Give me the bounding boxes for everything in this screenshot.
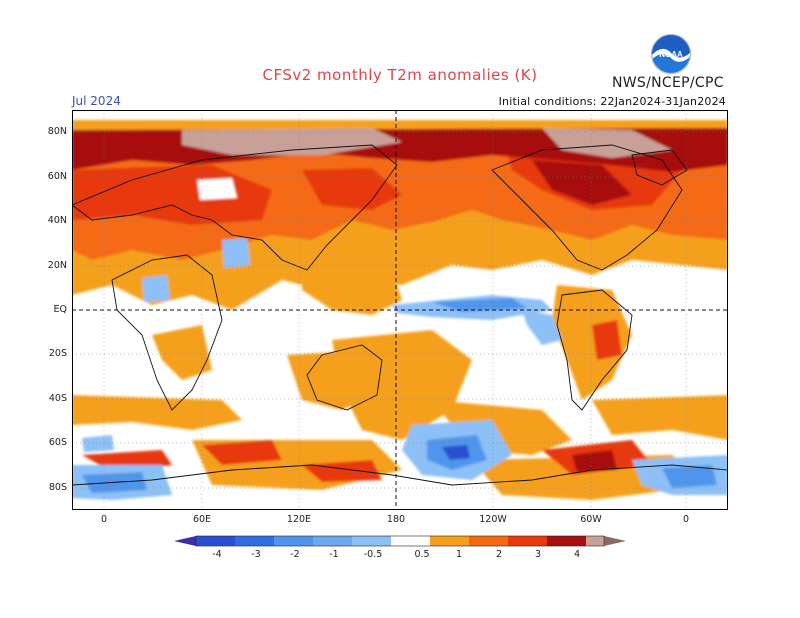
colorbar-label: -2 [290, 549, 300, 560]
lon-label: 180 [386, 514, 406, 525]
lat-label: 60S [48, 437, 67, 448]
colorbar-left-arrow [174, 536, 196, 546]
initial-conditions: Initial conditions: 22Jan2024-31Jan2024 [498, 95, 726, 108]
lon-label: 0 [682, 514, 690, 525]
colorbar-label: -0.5 [363, 549, 383, 560]
anomaly-field [72, 120, 727, 500]
agency-label: NWS/NCEP/CPC [612, 75, 724, 91]
lat-label: 80S [48, 482, 67, 493]
lon-label: 0 [100, 514, 108, 525]
lon-label: 120W [479, 514, 507, 525]
coastlines [72, 144, 727, 486]
colorbar-right-arrow [604, 536, 626, 546]
colorbar-label: 2 [495, 549, 503, 560]
noaa-logo: NOAA [651, 34, 691, 74]
colorbar-label: 1 [455, 549, 463, 560]
colorbar-label: -3 [251, 549, 261, 560]
lon-label: 60W [580, 514, 602, 525]
lat-label: 40S [48, 393, 67, 404]
grid [72, 110, 727, 509]
lat-label: 40N [47, 215, 67, 226]
colorbar-label: 4 [573, 549, 581, 560]
lat-label: EQ [53, 304, 67, 315]
lon-label: 120E [286, 514, 312, 525]
valid-month: Jul 2024 [72, 94, 121, 108]
anomaly-map [72, 110, 728, 510]
colorbar-label: 0.5 [414, 549, 430, 560]
colorbar-label: -1 [329, 549, 339, 560]
lon-label: 60E [192, 514, 212, 525]
svg-text:NOAA: NOAA [659, 50, 683, 59]
colorbar-label: 3 [534, 549, 542, 560]
colorbar-label: -4 [212, 549, 222, 560]
map-title: CFSv2 monthly T2m anomalies (K) [262, 66, 538, 84]
lat-label: 60N [47, 171, 67, 182]
lat-label: 80N [47, 126, 67, 137]
lat-label: 20N [47, 260, 67, 271]
colorbar [174, 535, 626, 547]
lat-label: 20S [48, 348, 67, 359]
